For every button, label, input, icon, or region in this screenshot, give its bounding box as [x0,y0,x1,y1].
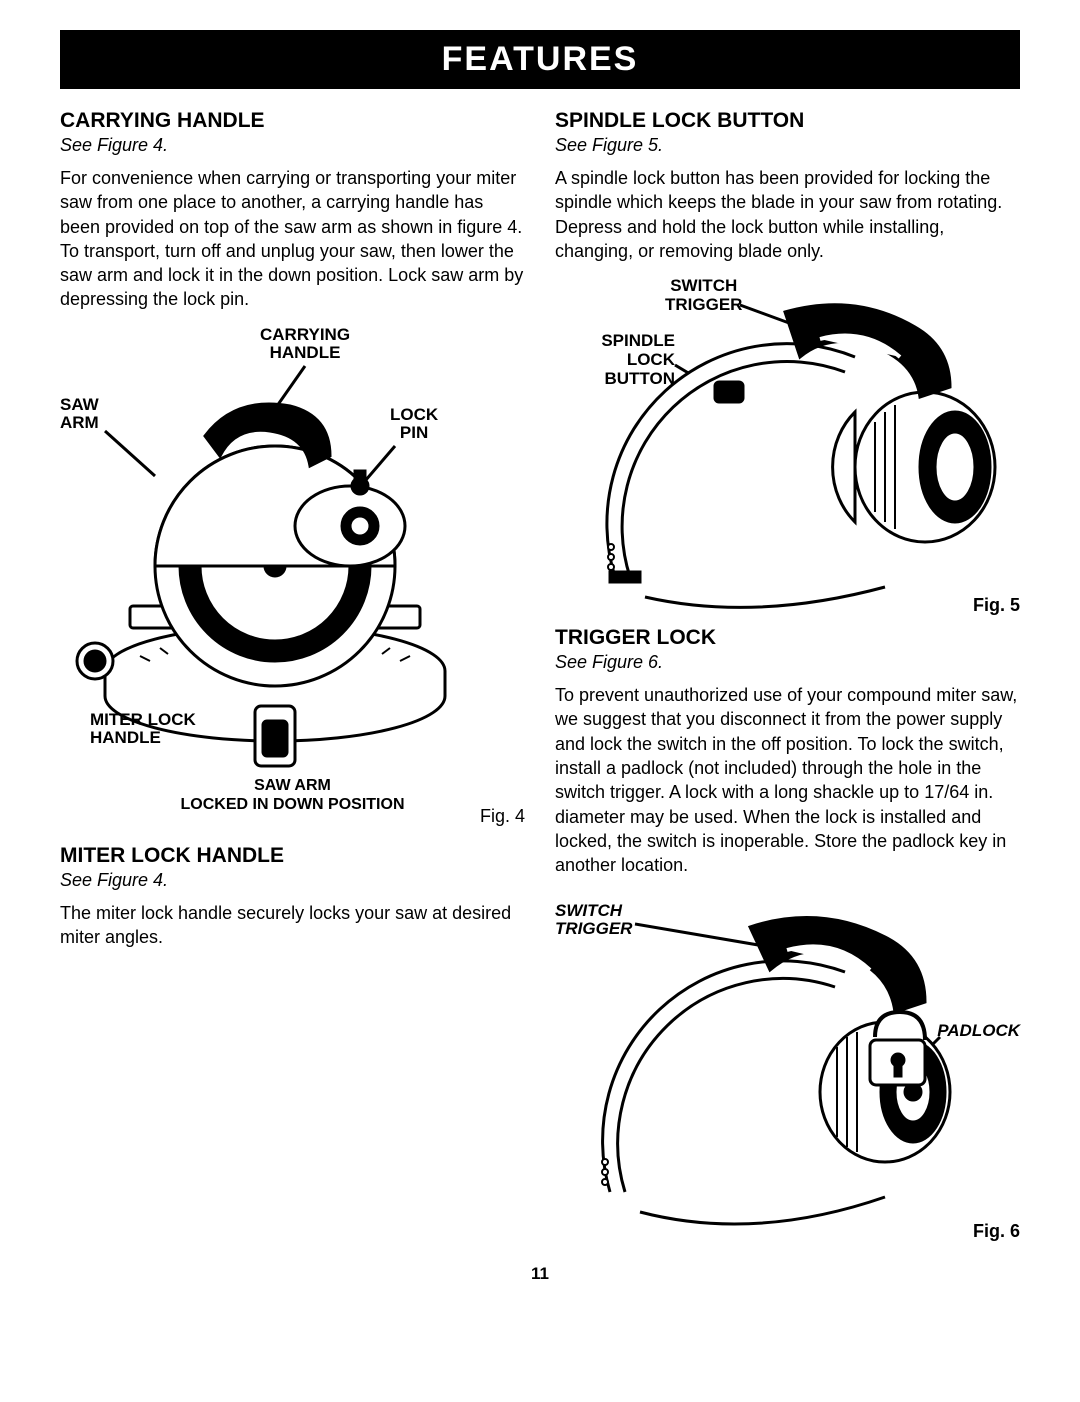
fig4-caption-l2: LOCKED IN DOWN POSITION [181,796,405,813]
miter-lock-body: The miter lock handle securely locks you… [60,901,525,950]
fig4-carrying-l1: CARRYING [260,325,350,344]
fig4-label-lock-pin: LOCK PIN [390,406,438,443]
fig4-miterlock-l2: HANDLE [90,728,161,747]
carrying-handle-ref: See Figure 4. [60,135,525,156]
fig4-caption-l1: SAW ARM [254,777,331,794]
fig4-miterlock-l1: MITER LOCK [90,710,196,729]
fig6-switch-l2: TRIGGER [555,919,632,938]
left-column: CARRYING HANDLE See Figure 4. For conven… [60,109,525,1246]
figure-6: SWITCH TRIGGER PADLOCK [555,892,1020,1242]
miter-lock-heading: MITER LOCK HANDLE [60,844,525,868]
fig4-caption: SAW ARM LOCKED IN DOWN POSITION [60,776,525,814]
two-column-layout: CARRYING HANDLE See Figure 4. For conven… [60,109,1020,1246]
fig5-switch-l2: TRIGGER [665,295,742,314]
spindle-lock-ref: See Figure 5. [555,135,1020,156]
fig6-label-padlock: PADLOCK [937,1022,1020,1041]
page-title-bar: FEATURES [60,30,1020,89]
fig5-number: Fig. 5 [973,595,1020,616]
saw-padlock-icon [555,892,1015,1242]
fig5-label-switch-trigger: SWITCH TRIGGER [665,277,742,314]
fig4-label-saw-arm: SAW ARM [60,396,99,433]
figure-5: SWITCH TRIGGER SPINDLE LOCK BUTTON [555,277,1020,622]
spindle-lock-heading: SPINDLE LOCK BUTTON [555,109,1020,133]
fig4-sawarm-l1: SAW [60,395,99,414]
fig4-carrying-l2: HANDLE [270,343,341,362]
saw-upper-icon [555,277,1015,622]
fig5-label-spindle-button: SPINDLE LOCK BUTTON [555,332,675,388]
carrying-handle-body: For convenience when carrying or transpo… [60,166,525,312]
fig5-switch-l1: SWITCH [670,276,737,295]
fig4-label-carrying-handle: CARRYING HANDLE [260,326,350,363]
trigger-lock-body: To prevent unauthorized use of your comp… [555,683,1020,877]
fig6-number: Fig. 6 [973,1221,1020,1242]
fig4-lockpin-l2: PIN [400,423,428,442]
trigger-lock-ref: See Figure 6. [555,652,1020,673]
figure-4: CARRYING HANDLE SAW ARM LOCK PIN MITER L… [60,326,525,836]
fig6-label-switch-trigger: SWITCH TRIGGER [555,902,632,939]
fig5-spindle-l2: LOCK BUTTON [604,350,675,388]
fig4-label-miter-lock: MITER LOCK HANDLE [90,711,196,748]
spindle-lock-body: A spindle lock button has been provided … [555,166,1020,263]
carrying-handle-heading: CARRYING HANDLE [60,109,525,133]
fig6-switch-l1: SWITCH [555,901,622,920]
miter-lock-ref: See Figure 4. [60,870,525,891]
page-number: 11 [60,1264,1020,1284]
miter-saw-full-icon [60,326,520,836]
fig4-lockpin-l1: LOCK [390,405,438,424]
right-column: SPINDLE LOCK BUTTON See Figure 5. A spin… [555,109,1020,1246]
fig4-sawarm-l2: ARM [60,413,99,432]
trigger-lock-heading: TRIGGER LOCK [555,626,1020,650]
fig4-number: Fig. 4 [480,806,525,827]
fig5-spindle-l1: SPINDLE [601,331,675,350]
